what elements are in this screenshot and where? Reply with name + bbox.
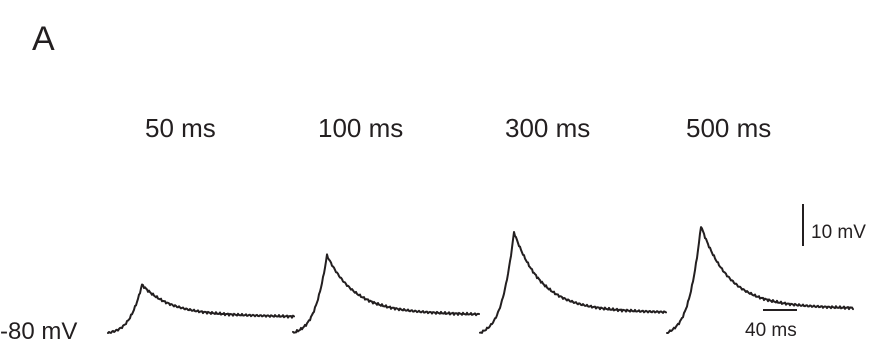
trace-line: [292, 253, 480, 334]
condition-label: 100 ms: [318, 113, 403, 143]
condition-labels: 50 ms 100 ms 300 ms 500 ms: [145, 113, 771, 143]
voltage-scale-bar-label: 10 mV: [811, 222, 866, 243]
voltage-scale-bar: 10 mV: [802, 204, 866, 246]
trace-line: [107, 283, 295, 334]
condition-label: 300 ms: [505, 113, 590, 143]
baseline-label: -80 mV: [0, 318, 77, 345]
trace-line: [666, 226, 854, 334]
panel-letter: A: [32, 20, 55, 58]
time-scale-bar: 40 ms: [745, 309, 797, 341]
trace-line: [479, 231, 667, 334]
traces: [107, 226, 854, 334]
condition-label: 50 ms: [145, 113, 216, 143]
time-scale-bar-label: 40 ms: [745, 320, 797, 341]
condition-label: 500 ms: [686, 113, 771, 143]
